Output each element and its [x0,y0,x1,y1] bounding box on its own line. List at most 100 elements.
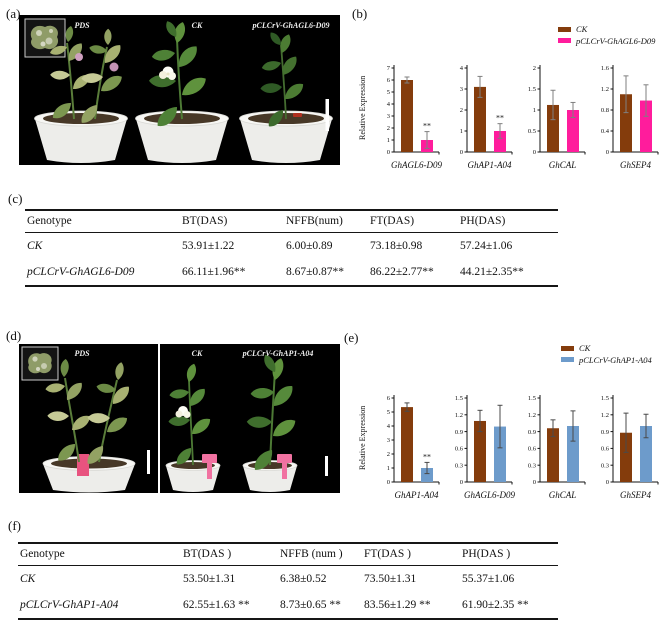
pink-flower [75,53,83,61]
legend-b: CK pCLCrV-GhAGL6-D09 [558,25,655,45]
bar-chart-GhSEP4: 0 0.3 0.6 0.9 1.2 1.5 GhSEP4 [588,392,661,511]
photo-label-ck: CK [192,349,203,358]
photo-label-pds: PDS [74,349,90,358]
svg-text:1: 1 [460,128,463,135]
svg-text:0.6: 0.6 [601,446,610,453]
chart-row-b: Relative Expression 0 1 2 3 4 5 6 7 ** GhAGL6-D09… [356,62,661,181]
legend-item-vigs: pCLCrV-GhAGL6-D09 [558,36,655,46]
genotype-cell: CK [27,240,43,252]
bar-chart-GhAGL6-D09: 0 1 2 3 4 5 6 7 ** GhAGL6-D09 [369,62,442,181]
table-row: CK 53.91±1.22 6.00±0.89 73.18±0.98 57.24… [25,233,558,260]
genotype-cell: CK [20,573,36,585]
ft-cell: 83.56±1.29 ** [364,599,431,611]
charts-b: 0 1 2 3 4 5 6 7 ** GhAGL6-D09 0 1 2 3 4 ** GhAP1-A04 0 0.5… [369,62,661,181]
legend-e: CK pCLCrV-GhAP1-A04 [561,344,652,364]
svg-text:GhSEP4: GhSEP4 [620,490,651,500]
nffb-cell: 8.67±0.87** [286,266,345,278]
svg-text:0.6: 0.6 [455,446,464,453]
svg-text:4: 4 [387,101,391,108]
svg-text:GhAP1-A04: GhAP1-A04 [468,160,512,170]
svg-text:1.5: 1.5 [455,395,463,402]
svg-text:0: 0 [533,479,536,486]
nffb-cell: 6.38±0.52 [280,573,327,585]
panel-d-photo-right: CK pCLCrV-GhAP1-A04 [160,344,340,493]
ph-cell: 57.24±1.06 [460,240,513,252]
vigs-plant [259,30,307,129]
svg-text:0: 0 [606,149,609,156]
photo-label-ck: CK [192,21,203,30]
svg-text:0.9: 0.9 [601,429,609,436]
svg-text:0.3: 0.3 [528,462,536,469]
svg-text:6: 6 [387,395,391,402]
ck-plant [148,20,209,129]
svg-text:6: 6 [387,77,391,84]
svg-text:5: 5 [387,409,390,416]
white-flower [159,66,176,80]
scale-bar [147,450,150,474]
svg-text:0: 0 [606,479,609,486]
ck-plant [167,362,214,467]
svg-text:GhAGL6-D09: GhAGL6-D09 [464,490,515,500]
svg-text:0.9: 0.9 [528,429,536,436]
white-flower [175,406,191,418]
svg-text:GhAGL6-D09: GhAGL6-D09 [391,160,442,170]
vigs-swatch [558,38,571,44]
svg-text:GhAP1-A04: GhAP1-A04 [395,490,439,500]
pink-label [77,454,89,476]
svg-text:5: 5 [387,89,390,96]
col-bt: BT(DAS ) [183,548,232,560]
svg-text:1.5: 1.5 [528,86,536,93]
legend-item-ck: CK [561,344,652,353]
svg-text:1.2: 1.2 [528,412,536,419]
photo-label-pds: PDS [74,21,90,30]
svg-text:0.3: 0.3 [601,462,609,469]
legend-label: pCLCrV-GhAP1-A04 [579,354,652,365]
bt-cell: 53.50±1.31 [183,573,236,585]
ph-cell: 44.21±2.35** [460,266,524,278]
table-header-row: Genotype BT(DAS ) NFFB (num ) FT(DAS ) P… [18,543,558,566]
svg-text:GhCAL: GhCAL [549,490,577,500]
ph-cell: 61.90±2.35 ** [462,599,529,611]
svg-text:2: 2 [460,107,463,114]
pot [34,110,128,163]
scale-bar [325,456,328,476]
photo-label-vigs: pCLCrV-GhAGL6-D09 [252,21,330,30]
pink-flower [109,62,119,72]
svg-text:**: ** [423,122,431,131]
pds-leaf-inset [24,18,66,58]
legend-item-ck: CK [558,25,655,34]
svg-text:0.4: 0.4 [601,128,610,135]
bar-chart-GhAP1-A04: 0 1 2 3 4 5 6 ** GhAP1-A04 [369,392,442,511]
pink-tag [202,454,217,479]
svg-text:0: 0 [460,479,463,486]
svg-text:**: ** [423,452,431,461]
svg-text:0: 0 [387,149,390,156]
ft-cell: 86.22±2.77** [370,266,434,278]
panel-c-letter: (c) [8,191,23,206]
red-tag [293,113,302,117]
photo-label-vigs: pCLCrV-GhAP1-A04 [242,349,314,358]
panel-a-photo-svg: PDS CK pCLCrV-GhAGL6-D09 [19,15,340,165]
legend-label: CK [576,24,588,34]
table-row: CK 53.50±1.31 6.38±0.52 73.50±1.31 55.37… [18,566,558,593]
panel-d-right-svg: CK pCLCrV-GhAP1-A04 [160,344,340,493]
genotype-cell: pCLCrV-GhAGL6-D09 [27,266,135,278]
bar-chart-GhCAL: 0 0.5 1 1.5 2 GhCAL [515,62,588,181]
pds-plants [49,25,125,125]
svg-text:1: 1 [387,137,390,144]
panel-a-photo: PDS CK pCLCrV-GhAGL6-D09 [19,15,340,165]
legend-label: CK [579,343,591,353]
table-row: pCLCrV-GhAP1-A04 62.55±1.63 ** 8.73±0.65… [18,592,558,619]
panel-e-letter: (e) [344,330,359,345]
svg-text:1: 1 [387,465,390,472]
panel-b-letter: (b) [352,6,368,21]
col-bt: BT(DAS) [182,215,228,227]
col-nffb: NFFB (num ) [280,548,343,560]
svg-text:1.5: 1.5 [601,395,609,402]
svg-text:GhCAL: GhCAL [549,160,577,170]
panel-a-letter: (a) [6,6,21,21]
svg-text:4: 4 [387,423,391,430]
pot [242,460,298,492]
svg-text:7: 7 [387,65,391,72]
